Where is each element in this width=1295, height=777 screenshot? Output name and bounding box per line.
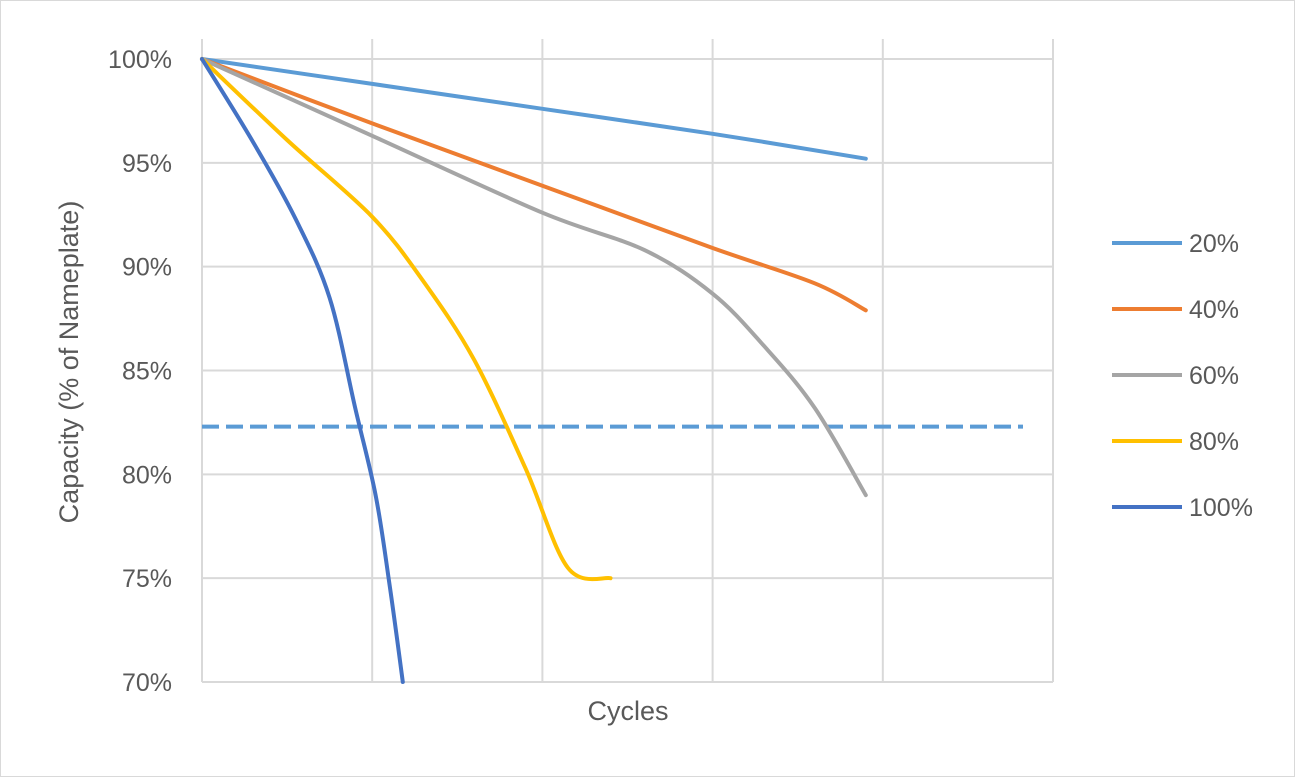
legend-label-80pct: 80% bbox=[1189, 428, 1239, 456]
y-tick-label-0: 70% bbox=[122, 669, 172, 697]
y-tick-labels: 70% 75% 80% 85% 90% 95% 100% bbox=[108, 46, 172, 697]
legend-label-60pct: 60% bbox=[1189, 362, 1239, 390]
y-tick-label-6: 100% bbox=[108, 46, 172, 74]
y-axis-title: Capacity (% of Nameplate) bbox=[54, 201, 84, 524]
y-tick-label-1: 75% bbox=[122, 565, 172, 593]
legend-label-40pct: 40% bbox=[1189, 296, 1239, 324]
series-line-80pct bbox=[200, 57, 613, 582]
legend: 20% 40% 60% 80% 100% bbox=[1112, 230, 1253, 522]
y-tick-label-4: 90% bbox=[122, 254, 172, 282]
legend-label-100pct: 100% bbox=[1189, 494, 1253, 522]
series-lines bbox=[200, 57, 868, 684]
grid bbox=[201, 39, 1054, 683]
y-tick-label-2: 80% bbox=[122, 461, 172, 489]
series-line-100pct bbox=[200, 57, 405, 684]
y-tick-label-3: 85% bbox=[122, 358, 172, 386]
x-axis-title: Cycles bbox=[587, 696, 668, 726]
series-line-40pct bbox=[200, 57, 868, 313]
y-tick-label-5: 95% bbox=[122, 150, 172, 178]
series-line-20pct bbox=[200, 57, 868, 161]
series-line-60pct bbox=[200, 57, 868, 498]
legend-label-20pct: 20% bbox=[1189, 230, 1239, 258]
